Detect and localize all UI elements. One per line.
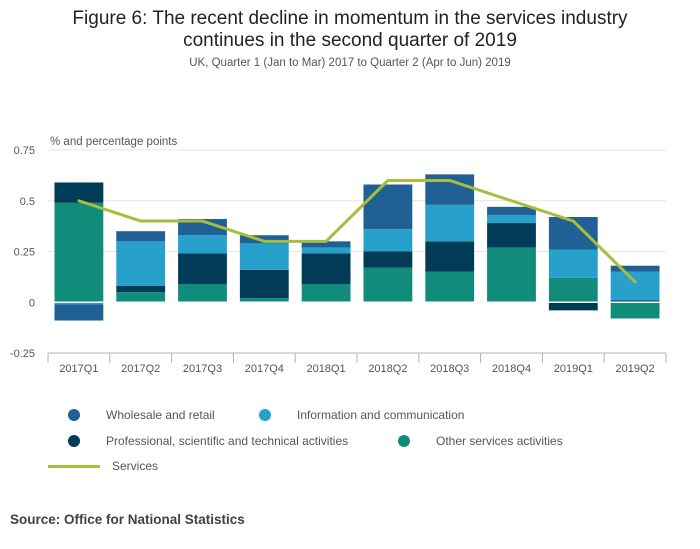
x-tick-label: 2018Q2 bbox=[368, 363, 407, 375]
bar-segment-professional-2019Q1 bbox=[548, 302, 598, 311]
y-tick-label: 0.25 bbox=[14, 247, 35, 259]
bar-segment-info-2018Q2 bbox=[363, 229, 413, 252]
bar-segment-professional-2018Q1 bbox=[301, 253, 351, 284]
bar-segment-wholesale-2017Q4 bbox=[239, 235, 289, 244]
bar-segment-other-2017Q4 bbox=[239, 298, 289, 303]
bar-segment-professional-2018Q4 bbox=[487, 223, 536, 248]
bar-segment-professional-2018Q2 bbox=[363, 251, 413, 268]
legend-label-services: Services bbox=[112, 459, 159, 473]
x-tick-label: 2018Q1 bbox=[307, 363, 346, 375]
bar-segment-wholesale-2017Q2 bbox=[116, 231, 166, 242]
legend-label-wholesale: Wholesale and retail bbox=[106, 408, 215, 422]
y-tick-label: 0.5 bbox=[20, 196, 35, 208]
bar-segment-wholesale-2018Q3 bbox=[425, 174, 475, 205]
legend-item-other[interactable]: Other services activities bbox=[398, 434, 563, 448]
y-axis-label: % and percentage points bbox=[50, 136, 178, 148]
bar-segment-professional-2017Q4 bbox=[239, 269, 289, 299]
bar-segment-info-2017Q4 bbox=[239, 243, 289, 270]
legend-item-wholesale[interactable]: Wholesale and retail bbox=[68, 408, 215, 422]
chart-legend: Wholesale and retail Information and com… bbox=[48, 402, 688, 478]
bar-segment-other-2017Q3 bbox=[178, 283, 227, 303]
bar-segment-other-2019Q1 bbox=[548, 277, 598, 303]
x-tick-label: 2017Q4 bbox=[245, 363, 284, 375]
legend-item-services[interactable]: Services bbox=[48, 459, 158, 473]
chart-title-line-1: Figure 6: The recent decline in momentum… bbox=[72, 8, 628, 29]
x-tick-label: 2017Q2 bbox=[121, 363, 160, 375]
bar-segment-professional-2018Q3 bbox=[425, 241, 475, 272]
legend-item-professional[interactable]: Professional, scientific and technical a… bbox=[68, 434, 348, 448]
bar-segment-wholesale-2018Q2 bbox=[363, 184, 413, 230]
bar-segment-other-2018Q4 bbox=[487, 247, 536, 303]
x-tick-label: 2018Q4 bbox=[492, 363, 531, 375]
x-tick-label: 2018Q3 bbox=[430, 363, 469, 375]
bar-segment-info-2019Q1 bbox=[548, 249, 598, 278]
bar-segment-professional-2019Q2 bbox=[610, 300, 660, 303]
legend-item-info[interactable]: Information and communication bbox=[259, 408, 464, 422]
x-tick-label: 2017Q3 bbox=[183, 363, 222, 375]
bar-segment-wholesale-2019Q2 bbox=[610, 265, 660, 272]
y-tick-label: 0.75 bbox=[14, 145, 35, 157]
x-tick-label: 2019Q2 bbox=[616, 363, 655, 375]
bar-segment-info-2017Q3 bbox=[178, 235, 227, 254]
chart-title-line-2: continues in the second quarter of 2019 bbox=[183, 30, 517, 51]
bar-segment-other-2017Q1 bbox=[54, 202, 104, 303]
legend-label-info: Information and communication bbox=[297, 408, 465, 422]
bar-segment-other-2018Q1 bbox=[301, 283, 351, 303]
bar-segment-info-2018Q3 bbox=[425, 204, 475, 242]
bar-segment-wholesale-2018Q4 bbox=[487, 206, 536, 215]
bar-segment-info-2019Q2 bbox=[610, 271, 660, 301]
bar-segment-info-2018Q1 bbox=[301, 247, 351, 254]
legend-label-professional: Professional, scientific and technical a… bbox=[106, 434, 349, 448]
bar-segment-other-2019Q2 bbox=[610, 302, 660, 319]
bar-segment-professional-2017Q1 bbox=[54, 182, 104, 203]
bar-segment-other-2018Q3 bbox=[425, 271, 475, 303]
bar-segment-info-2017Q2 bbox=[116, 241, 166, 287]
legend-swatch-services bbox=[48, 464, 100, 468]
bar-segment-professional-2017Q3 bbox=[178, 253, 227, 284]
y-tick-label: 0 bbox=[29, 297, 35, 309]
bar-segment-other-2018Q2 bbox=[363, 267, 413, 303]
legend-label-other: Other services activities bbox=[436, 434, 563, 448]
bar-segment-wholesale-2017Q1 bbox=[54, 304, 104, 321]
legend-swatch-wholesale bbox=[68, 409, 80, 421]
bar-segment-wholesale-2018Q1 bbox=[301, 241, 351, 248]
bar-segment-other-2017Q2 bbox=[116, 292, 166, 303]
y-tick-label: -0.25 bbox=[10, 348, 35, 360]
bar-segment-info-2017Q1 bbox=[54, 302, 104, 305]
services-line bbox=[77, 178, 637, 284]
chart-subtitle: UK, Quarter 1 (Jan to Mar) 2017 to Quart… bbox=[189, 57, 511, 69]
x-tick-label: 2019Q1 bbox=[554, 363, 593, 375]
bar-segment-wholesale-2017Q3 bbox=[178, 219, 227, 236]
legend-swatch-info bbox=[259, 409, 271, 421]
x-tick-label: 2017Q1 bbox=[59, 363, 98, 375]
chart-title: Figure 6: The recent decline in momentum… bbox=[0, 8, 700, 52]
source-note: Source: Office for National Statistics bbox=[10, 512, 245, 527]
legend-swatch-professional bbox=[68, 435, 80, 447]
bar-segment-professional-2017Q2 bbox=[116, 286, 166, 293]
bar-segment-info-2018Q4 bbox=[487, 214, 536, 224]
legend-swatch-other bbox=[398, 435, 410, 447]
